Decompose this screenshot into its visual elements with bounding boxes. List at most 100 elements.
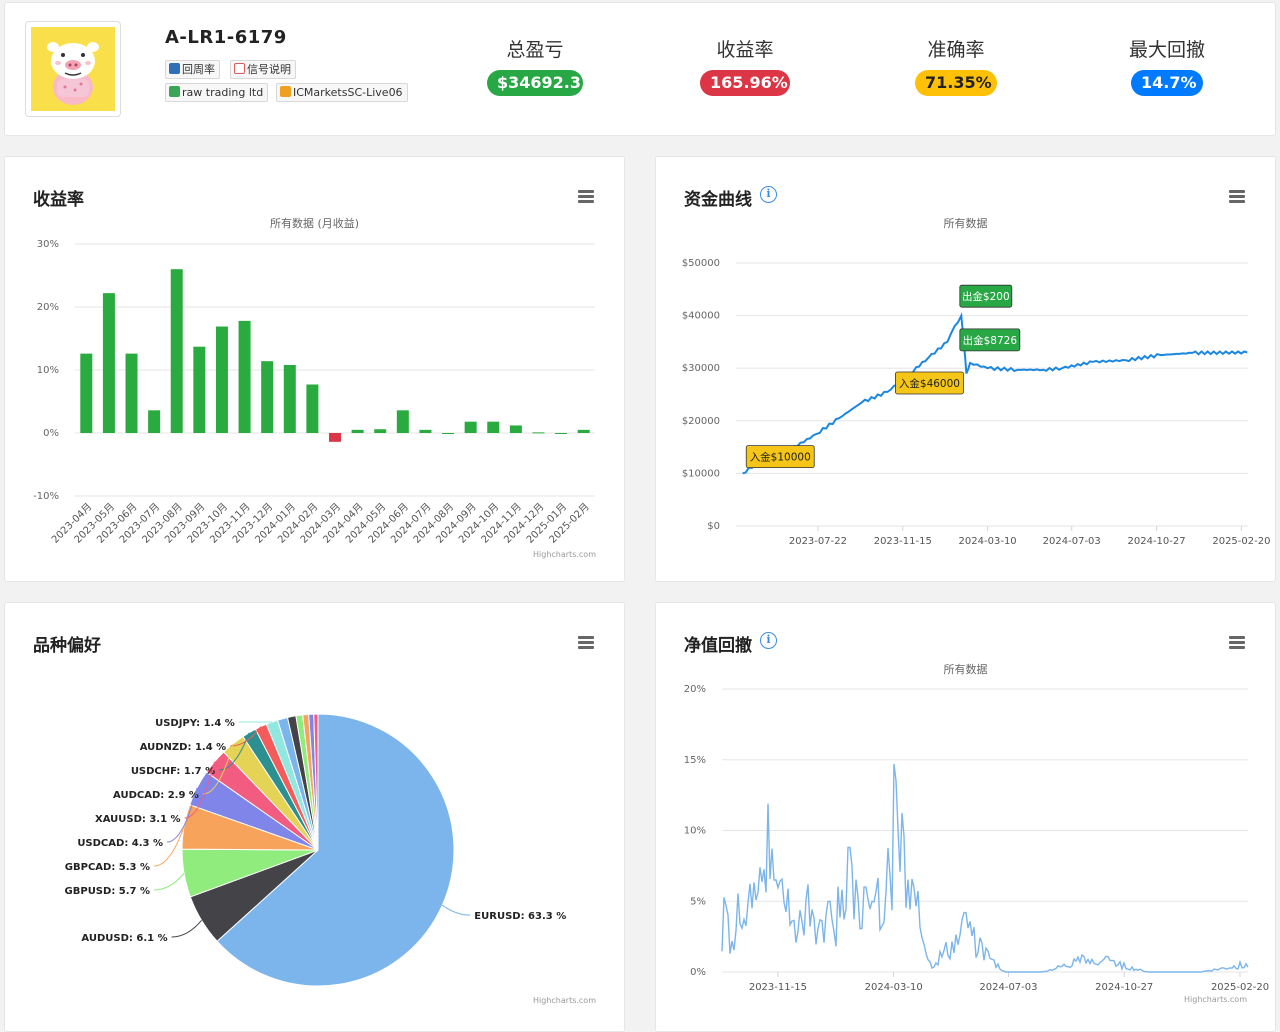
annotation-label: 出金$8726	[963, 334, 1018, 347]
bar	[555, 433, 568, 434]
annotation-label: 入金$46000	[899, 377, 960, 390]
x-tick-label: 2024-10-27	[1095, 982, 1153, 993]
annotation-label: 入金$10000	[750, 451, 811, 464]
returns-panel: 收益率 所有数据 (月收益) 30% 20% 10% 0% -10% 2023-04月 20…	[4, 156, 625, 582]
bar	[102, 293, 115, 433]
y-tick-label: 0%	[43, 428, 59, 439]
y-tick-label: 10%	[684, 826, 706, 837]
bar	[442, 433, 455, 434]
menu-icon[interactable]	[578, 636, 594, 649]
pie-label: XAUUSD: 3.1 %	[95, 814, 181, 825]
pie-label: GBPUSD: 5.7 %	[65, 886, 150, 897]
y-tick-label: $50000	[682, 258, 720, 269]
y-tick-label: $40000	[682, 311, 720, 322]
symbols-panel: 品种偏好 EURUSD: 63.3 % USDJPY: 1.4 % AUDNZD: …	[4, 602, 625, 1032]
account-header: A-LR1-6179 回周率 信号说明 raw trading ltd ICMa…	[4, 2, 1276, 136]
equity-panel: 资金曲线 i 所有数据 $50000 $40000 $30000 $20000 $100…	[655, 156, 1276, 582]
y-tick-label: 20%	[37, 302, 59, 313]
stat-total-pnl-label: 总盈亏	[506, 39, 564, 61]
bar	[215, 326, 228, 433]
annotation-label: 出金$200	[962, 290, 1010, 303]
bar	[487, 421, 500, 433]
bar	[464, 421, 477, 433]
bar	[306, 384, 319, 433]
bar	[396, 410, 409, 433]
server-icon	[280, 86, 291, 97]
annotation-box	[959, 328, 1021, 352]
tag-label: raw trading ltd	[182, 86, 264, 99]
pie-label: USDCAD: 4.3 %	[77, 838, 163, 849]
y-tick-label: 10%	[37, 365, 59, 376]
bar	[238, 320, 251, 433]
pie-connector	[219, 732, 250, 771]
user-card-icon	[169, 63, 180, 74]
bar	[351, 429, 364, 433]
info-icon[interactable]: i	[760, 186, 777, 203]
x-tick-label: 2023-11-15	[874, 536, 932, 547]
panel-title: 品种偏好	[33, 636, 101, 656]
pie-connector	[442, 904, 471, 916]
bar	[329, 433, 341, 442]
account-name: A-LR1-6179	[165, 27, 287, 48]
x-tick-label: 2025-02-20	[1212, 536, 1270, 547]
chart-credit[interactable]: Highcharts.com	[533, 996, 596, 1005]
x-tick-label: 2024-03-10	[959, 536, 1017, 547]
tag-signal-desc[interactable]: 信号说明	[230, 60, 296, 79]
pie-label: EURUSD: 63.3 %	[474, 911, 566, 922]
stat-max-drawdown-value: 14.7%	[1131, 70, 1203, 96]
bar	[261, 361, 274, 433]
tag-broker[interactable]: raw trading ltd	[165, 83, 269, 102]
tag-label: 信号说明	[247, 63, 291, 76]
symbols-pie-chart: EURUSD: 63.3 % USDJPY: 1.4 % AUDNZD: 1.4 %…	[65, 713, 566, 987]
x-tick-label: 2024-07-03	[979, 982, 1037, 993]
y-tick-label: -10%	[33, 491, 59, 502]
pie-connector	[171, 920, 202, 938]
account-avatar	[25, 21, 121, 117]
chart-subtitle: 所有数据 (月收益)	[269, 217, 360, 230]
equity-line-chart: $50000 $40000 $30000 $20000 $10000 $0 2023-07-…	[682, 258, 1271, 547]
bar	[374, 429, 387, 433]
pie-connector	[166, 787, 198, 843]
bar	[532, 432, 545, 434]
pie-connector	[154, 873, 185, 891]
menu-icon[interactable]	[1229, 636, 1245, 649]
broker-icon	[169, 86, 180, 97]
x-tick-label: 2023-07-22	[789, 536, 847, 547]
drawdown-series-line	[721, 763, 1249, 973]
chart-credit[interactable]: Highcharts.com	[533, 550, 596, 559]
menu-icon[interactable]	[1229, 190, 1245, 203]
equity-series-line	[742, 311, 1248, 475]
y-tick-label: $30000	[682, 363, 720, 374]
y-tick-label: 0%	[690, 967, 706, 978]
x-tick-label: 2024-10-27	[1128, 536, 1186, 547]
drawdown-line-chart: 20% 15% 10% 5% 0% 2023-11-15 2024-03-10 2024-07…	[684, 684, 1269, 993]
tag-server[interactable]: ICMarketsSC-Live06	[276, 83, 408, 102]
pie-label: AUDUSD: 6.1 %	[81, 933, 167, 944]
y-tick-label: 20%	[684, 684, 706, 695]
x-tick-label: 2023-11-15	[749, 982, 807, 993]
x-tick-label: 2024-07-03	[1043, 536, 1101, 547]
message-icon	[234, 63, 245, 74]
annotation-box	[959, 284, 1013, 308]
chart-credit[interactable]: Highcharts.com	[1184, 995, 1247, 1004]
y-tick-label: $0	[707, 521, 720, 532]
tag-turnover[interactable]: 回周率	[165, 60, 220, 79]
pie-label: USDJPY: 1.4 %	[155, 718, 235, 729]
pie-connector	[202, 743, 234, 795]
bar	[125, 353, 138, 433]
y-tick-label: 15%	[684, 755, 706, 766]
panel-title: 资金曲线	[684, 190, 752, 210]
info-icon[interactable]: i	[760, 632, 777, 649]
stat-max-drawdown-label: 最大回撤	[1128, 39, 1205, 61]
pie-label: USDCHF: 1.7 %	[131, 766, 215, 777]
y-tick-label: $20000	[682, 416, 720, 427]
drawdown-panel: 净值回撤 i 所有数据 20% 15% 10% 5% 0% 2023-11-15 2024-…	[655, 602, 1276, 1032]
x-tick-label: 2024-03-10	[865, 982, 923, 993]
tag-label: ICMarketsSC-Live06	[293, 86, 403, 99]
panel-title: 收益率	[33, 190, 84, 210]
bar	[577, 429, 590, 433]
bar	[170, 269, 183, 433]
pig-avatar-icon	[31, 27, 115, 111]
menu-icon[interactable]	[578, 190, 594, 203]
bar	[80, 353, 93, 433]
